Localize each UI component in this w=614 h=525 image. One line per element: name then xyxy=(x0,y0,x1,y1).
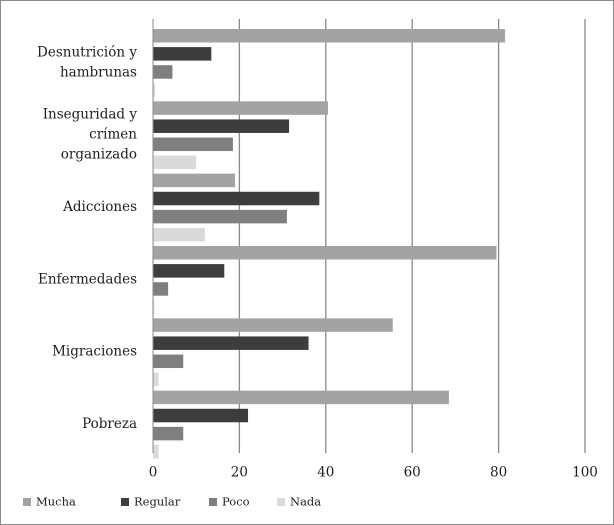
bar-nada-5 xyxy=(153,372,159,387)
bar-regular-2 xyxy=(153,119,290,133)
legend-label-mucha: Mucha xyxy=(36,495,76,509)
category-label: organizado xyxy=(61,147,137,163)
x-tick-labels: 0 20 40 60 80 100 xyxy=(149,465,598,481)
legend-label-regular: Regular xyxy=(134,495,181,509)
category-label: Enfermedades xyxy=(38,271,137,287)
bar-regular-6 xyxy=(153,408,249,423)
legend-swatch-regular xyxy=(121,498,129,506)
category-label: Adicciones xyxy=(62,199,137,215)
legend-swatch-mucha xyxy=(23,498,31,506)
bar-regular-4 xyxy=(153,264,225,278)
bar-mucha-3 xyxy=(153,173,236,188)
legend-label-nada: Nada xyxy=(290,495,321,509)
bar-mucha-2 xyxy=(153,101,328,115)
bar-regular-3 xyxy=(153,191,320,206)
bar-mucha-6 xyxy=(153,390,449,405)
bar-nada-6 xyxy=(153,444,159,459)
bar-nada-1 xyxy=(153,83,156,97)
bar-nada-2 xyxy=(153,155,197,170)
bar-nada-3 xyxy=(153,227,205,242)
bar-poco-1 xyxy=(153,65,173,79)
bar-poco-2 xyxy=(153,137,233,152)
category-label: Inseguridad y xyxy=(43,107,138,123)
bar-nada-4 xyxy=(153,300,155,314)
x-tick-label: 100 xyxy=(572,465,598,481)
bar-mucha-4 xyxy=(153,246,497,260)
x-tick-label: 60 xyxy=(404,465,421,481)
bar-mucha-1 xyxy=(153,29,506,43)
bar-poco-5 xyxy=(153,354,184,369)
legend-swatch-poco xyxy=(209,498,217,506)
bar-regular-1 xyxy=(153,47,212,61)
x-tick-label: 0 xyxy=(149,465,158,481)
legend-label-poco: Poco xyxy=(222,495,250,509)
category-label: Pobreza xyxy=(82,416,137,432)
x-tick-label: 80 xyxy=(490,465,507,481)
bar-poco-4 xyxy=(153,282,169,296)
category-labels: Desnutrición y hambrunas Inseguridad y crím… xyxy=(37,44,137,432)
x-tick-label: 40 xyxy=(317,465,334,481)
category-label: crímen xyxy=(89,127,137,143)
legend-swatch-nada xyxy=(277,498,285,506)
category-label: hambrunas xyxy=(60,64,137,80)
bar-mucha-5 xyxy=(153,318,393,332)
x-tick-label: 20 xyxy=(231,465,248,481)
legend: Mucha Regular Poco Nada xyxy=(23,495,321,509)
category-label: Desnutrición y xyxy=(37,44,137,60)
bar-poco-3 xyxy=(153,209,287,224)
bar-poco-6 xyxy=(153,426,184,441)
category-label: Migraciones xyxy=(52,344,137,360)
bar-regular-5 xyxy=(153,336,309,350)
gridlines xyxy=(238,19,586,453)
bars xyxy=(153,29,506,459)
